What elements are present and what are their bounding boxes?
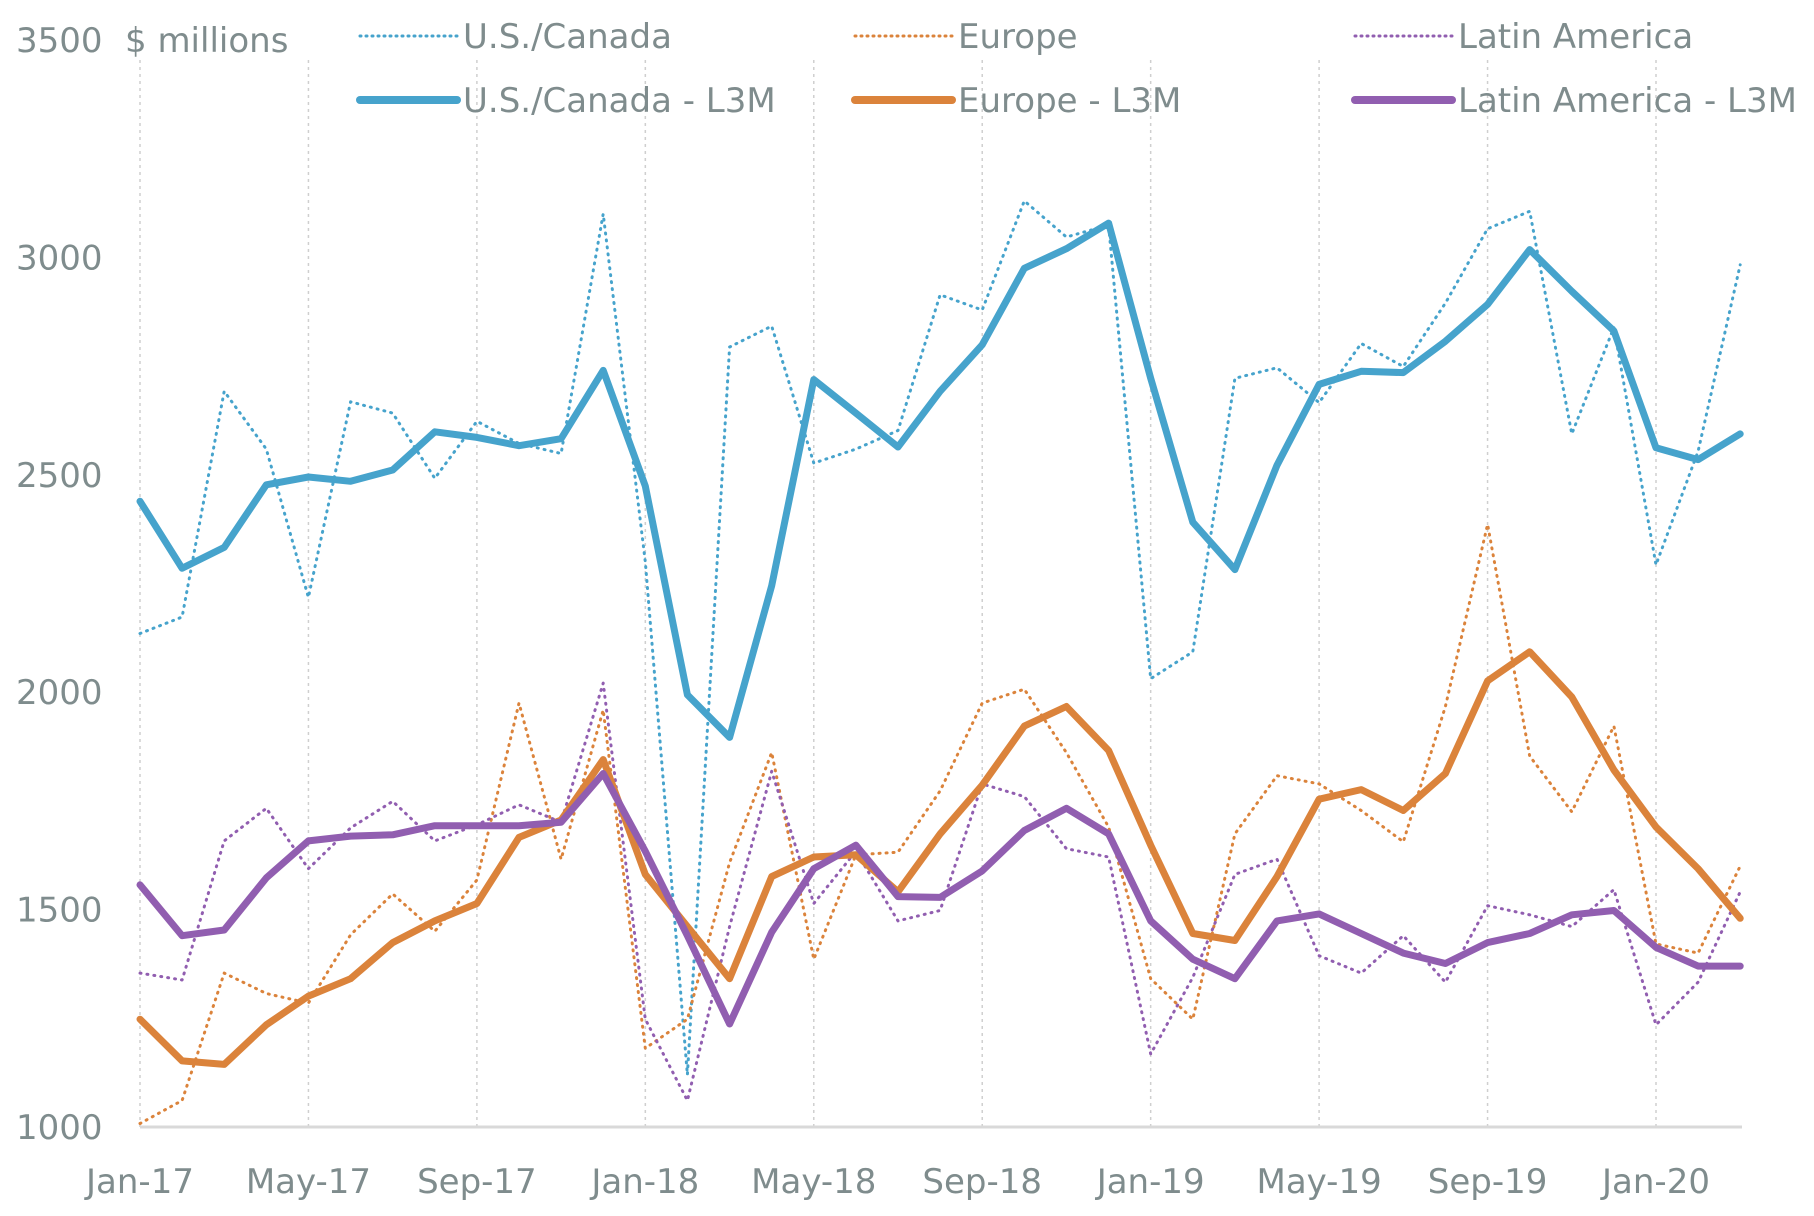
series-latin-america-l3m bbox=[136, 770, 1744, 1028]
legend-item: U.S./Canada - L3M bbox=[356, 81, 776, 121]
x-tick-label: Sep-17 bbox=[417, 1162, 537, 1202]
legend-label: U.S./Canada bbox=[463, 17, 672, 57]
y-unit-label: $ millions bbox=[125, 21, 288, 61]
legend-label: U.S./Canada - L3M bbox=[463, 81, 776, 121]
y-tick-label: 3000 bbox=[16, 238, 103, 278]
series-europe-l3m bbox=[136, 648, 1744, 1068]
x-tick-label: May-17 bbox=[246, 1162, 371, 1202]
legend: U.S./Canada Europe Latin America U.S./Canad… bbox=[356, 17, 1797, 121]
series-u-s-canada-l3m bbox=[136, 219, 1744, 741]
legend-label: Latin America bbox=[1458, 17, 1693, 57]
legend-item: Europe - L3M bbox=[851, 81, 1181, 121]
x-tick-label: Jan-20 bbox=[1600, 1162, 1710, 1202]
series-lines bbox=[136, 199, 1744, 1125]
x-tick-label: Sep-19 bbox=[1428, 1162, 1548, 1202]
series-latin-america bbox=[138, 681, 1742, 1102]
series-u-s-canada bbox=[138, 199, 1742, 1077]
legend-label: Latin America - L3M bbox=[1458, 81, 1797, 121]
y-tick-label: 2000 bbox=[16, 673, 103, 713]
x-tick-label: May-19 bbox=[1256, 1162, 1381, 1202]
x-tick-label: May-18 bbox=[751, 1162, 876, 1202]
x-tick-label: Jan-17 bbox=[84, 1162, 194, 1202]
x-tick-label: Jan-19 bbox=[1095, 1162, 1205, 1202]
legend-label: Europe - L3M bbox=[958, 81, 1181, 121]
legend-item: Latin America - L3M bbox=[1351, 81, 1797, 121]
x-axis-ticks: Jan-17 May-17 Sep-17 Jan-18 May-18 Sep-18 Jan-… bbox=[84, 1162, 1710, 1202]
legend-item: Europe bbox=[853, 17, 1078, 57]
series-europe bbox=[138, 522, 1742, 1125]
legend-item: Latin America bbox=[1353, 17, 1693, 57]
y-tick-label: 1000 bbox=[16, 1108, 103, 1148]
legend-item: U.S./Canada bbox=[358, 17, 672, 57]
y-tick-label: 3500 bbox=[16, 21, 103, 61]
x-tick-label: Sep-18 bbox=[922, 1162, 1042, 1202]
y-tick-label: 2500 bbox=[16, 456, 103, 496]
legend-label: Europe bbox=[958, 17, 1078, 57]
y-axis-ticks: 1000 1500 2000 2500 3000 3500 bbox=[16, 21, 103, 1148]
x-tick-label: Jan-18 bbox=[589, 1162, 699, 1202]
y-tick-label: 1500 bbox=[16, 891, 103, 931]
